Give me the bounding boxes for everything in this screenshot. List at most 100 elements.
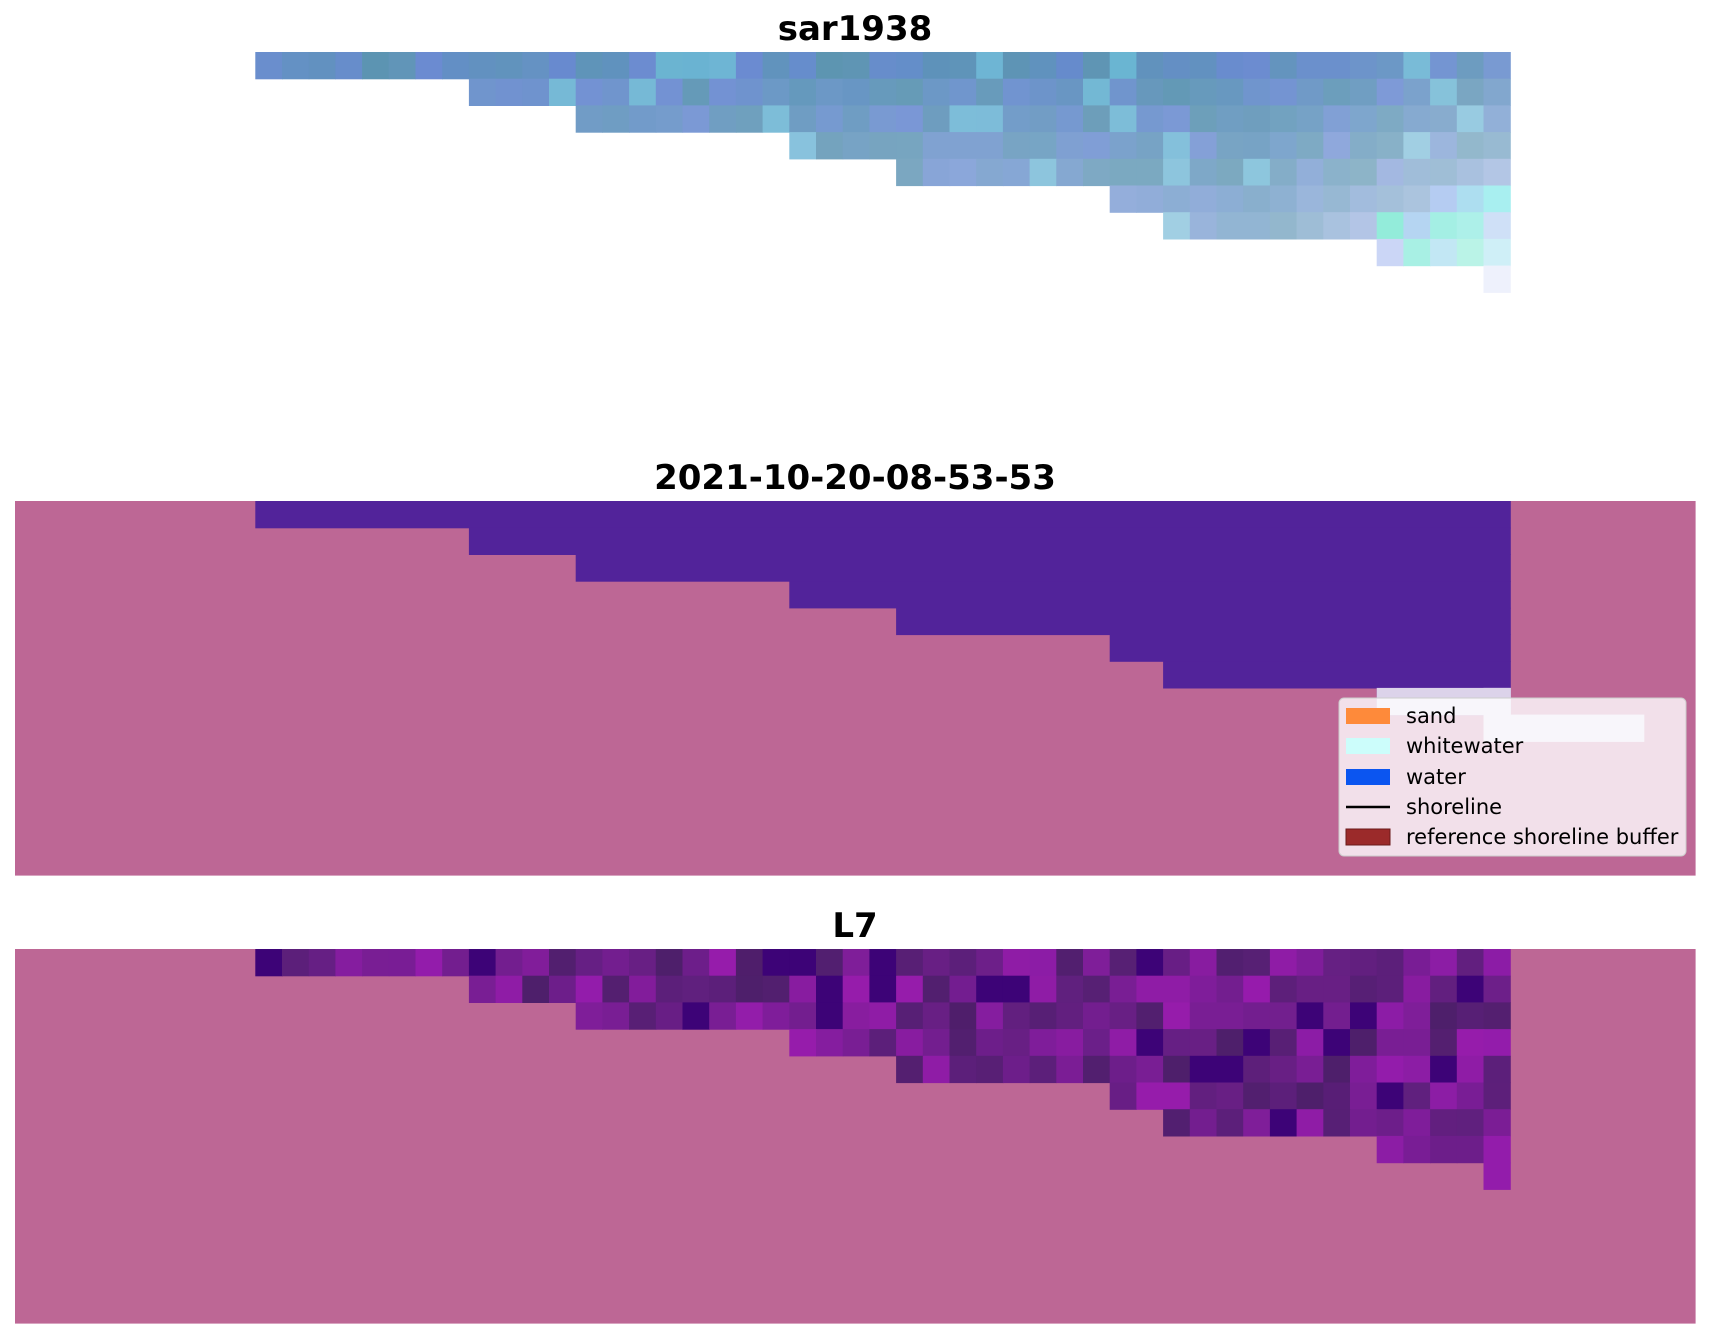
index-pixel	[602, 949, 630, 977]
index-pixel	[1430, 1055, 1458, 1084]
index-pixel	[976, 949, 1004, 977]
index-pixel	[1323, 1029, 1351, 1057]
image-pixel	[1243, 52, 1271, 80]
index-pixel	[1056, 1029, 1084, 1057]
index-pixel	[1163, 975, 1191, 1003]
index-pixel	[655, 949, 684, 977]
image-pixel	[1083, 132, 1111, 160]
index-pixel	[1189, 1055, 1218, 1084]
image-pixel	[1029, 52, 1057, 80]
image-pixel	[1456, 238, 1485, 267]
index-pixel	[762, 975, 790, 1003]
index-pixel	[549, 975, 577, 1003]
index-pixel	[655, 1002, 684, 1030]
image-pixel	[896, 132, 924, 160]
index-pixel	[1483, 1109, 1511, 1137]
index-pixel	[1350, 1002, 1378, 1030]
image-pixel	[1376, 132, 1404, 160]
image-pixel	[629, 78, 657, 106]
index-pixel	[1430, 1082, 1458, 1110]
legend-label-sand: sand	[1406, 704, 1456, 728]
image-pixel	[1403, 105, 1431, 133]
index-pixel	[522, 975, 550, 1003]
image-pixel	[1350, 78, 1378, 106]
index-pixel	[1029, 1002, 1057, 1030]
image-pixel	[976, 158, 1004, 187]
image-pixel	[1350, 212, 1378, 240]
index-pixel	[1216, 1002, 1244, 1030]
index-pixel	[869, 1029, 897, 1057]
legend-swatch-reference-shoreline-buffer	[1345, 828, 1391, 846]
index-pixel	[1456, 975, 1485, 1003]
image-pixel	[1269, 105, 1298, 133]
index-pixel	[468, 975, 497, 1003]
index-pixel	[869, 949, 897, 977]
index-pixel	[1216, 1055, 1244, 1084]
image-pixel	[1056, 78, 1084, 106]
image-pixel	[1323, 105, 1351, 133]
image-pixel	[1350, 105, 1378, 133]
index-pixel	[709, 949, 737, 977]
index-pixel	[1136, 1055, 1164, 1084]
image-pixel	[949, 158, 977, 187]
index-pixel	[1269, 1055, 1298, 1084]
index-pixel	[1269, 975, 1298, 1003]
image-pixel	[1136, 105, 1164, 133]
image-pixel	[1483, 158, 1511, 187]
index-pixel	[896, 975, 924, 1003]
image-pixel	[1056, 158, 1084, 187]
image-pixel	[1456, 52, 1485, 80]
index-pixel	[575, 975, 603, 1003]
index-pixel	[522, 949, 550, 977]
image-pixel	[655, 52, 684, 80]
index-pixel	[1136, 1029, 1164, 1057]
panel-1-title: sar1938	[778, 9, 933, 49]
index-pixel	[1456, 1002, 1485, 1030]
image-pixel	[816, 52, 844, 80]
index-pixel	[1216, 1109, 1244, 1137]
image-pixel	[1269, 78, 1298, 106]
image-pixel	[1109, 132, 1137, 160]
index-pixel	[1456, 1029, 1485, 1057]
index-pixel	[949, 975, 977, 1003]
index-pixel	[1323, 1055, 1351, 1084]
index-pixel	[1296, 1109, 1324, 1137]
image-pixel	[522, 78, 550, 106]
image-pixel	[1269, 185, 1298, 213]
legend-label-reference-shoreline-buffer: reference shoreline buffer	[1406, 825, 1679, 849]
water-row	[468, 527, 1511, 555]
image-pixel	[949, 132, 977, 160]
index-pixel	[1136, 975, 1164, 1003]
image-pixel	[1296, 158, 1324, 187]
image-pixel	[976, 132, 1004, 160]
image-pixel	[1243, 185, 1271, 213]
index-pixel	[468, 949, 497, 977]
image-pixel	[1243, 78, 1271, 106]
image-pixel	[1350, 158, 1378, 187]
index-pixel	[1323, 1082, 1351, 1110]
image-pixel	[922, 158, 951, 187]
index-pixel	[1002, 949, 1031, 977]
image-pixel	[1109, 158, 1137, 187]
image-pixel	[682, 78, 710, 106]
index-pixel	[1483, 1055, 1511, 1084]
index-pixel	[1350, 1055, 1378, 1084]
image-pixel	[1296, 185, 1324, 213]
image-pixel	[1376, 185, 1404, 213]
index-pixel	[762, 1002, 790, 1030]
index-pixel	[762, 949, 790, 977]
image-pixel	[1323, 212, 1351, 240]
image-pixel	[735, 78, 764, 106]
image-pixel	[442, 52, 470, 80]
image-pixel	[1456, 185, 1485, 213]
index-pixel	[1430, 1109, 1458, 1137]
image-pixel	[308, 52, 336, 80]
image-pixel	[335, 52, 363, 80]
image-pixel	[1189, 158, 1218, 187]
index-pixel	[735, 1002, 764, 1030]
image-pixel	[1483, 265, 1511, 293]
index-pixel	[1029, 975, 1057, 1003]
image-pixel	[1189, 78, 1218, 106]
image-pixel	[1296, 132, 1324, 160]
